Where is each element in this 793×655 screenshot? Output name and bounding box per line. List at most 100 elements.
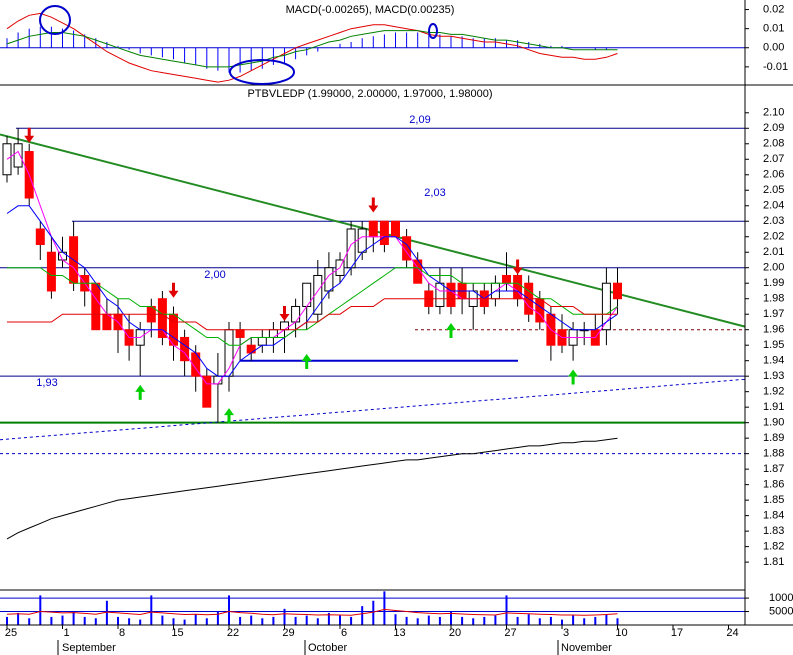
candle-body [402,236,412,261]
candle-body [257,336,267,346]
buy-arrow [568,369,579,385]
x-tick-label: 8 [119,627,125,639]
y-tick-label: 2.01 [763,246,784,258]
candle-body [235,329,245,338]
sell-arrow [368,197,379,213]
candle-body [446,282,456,307]
level-label: 2,09 [409,114,430,126]
month-label: November [561,642,612,654]
sell-arrow [168,282,179,298]
moving-average [7,267,618,346]
moving-average [6,205,618,377]
annotation-circle [428,23,438,39]
buy-arrow [301,353,312,369]
candle-body [291,305,301,323]
y-tick-label: 1.82 [763,541,784,553]
candle-body [502,274,511,284]
volume-average [6,608,618,616]
x-tick-label: 24 [726,627,738,639]
macd-line [6,30,618,68]
candle-body [13,143,23,168]
x-tick-label: 1 [63,627,69,639]
moving-average [6,437,618,540]
y-tick-label: 1.92 [763,386,784,398]
level-label: 1,93 [36,377,57,389]
buy-arrow [224,408,234,424]
candle-body [435,282,445,307]
candle-body [368,220,378,238]
sell-arrow [279,305,290,321]
moving-average [6,150,618,385]
x-tick-label: 6 [341,627,347,639]
candle-body [346,228,356,269]
y-tick-label: 1.97 [763,308,784,320]
candle-body [268,329,278,338]
month-label: October [308,642,347,654]
trend-line [0,378,746,441]
price-title: PTBVLEDP (1.99000, 2.00000, 1.97000, 1.9… [247,88,492,100]
plot-layer: 0.02 0.01 0.00 -0.01 2.10 2.09 2.08 2.07 2.06 2.0… [0,3,793,639]
y-tick-label: 1.99 [763,277,784,289]
candle-body [313,274,323,315]
macd-title: MACD(-0.00265), MACD(0.00235) [286,4,455,16]
y-tick-label: -0.01 [763,61,788,73]
y-tick-label: 0.02 [763,3,784,15]
candle-body [357,228,367,253]
annotation-circle [39,5,71,35]
y-tick-label: 1.94 [763,355,784,367]
y-tick-label: 0.00 [763,42,784,54]
y-tick-label: 2.00 [763,262,784,274]
sell-arrow [512,259,523,275]
y-tick-label: 1.90 [763,417,784,429]
candle-body [601,282,611,331]
y-tick-label: 2.10 [763,107,784,119]
y-tick-label: 1.85 [763,494,784,506]
y-tick-label: 2.07 [763,153,784,165]
month-label: September [62,642,116,654]
y-tick-label: 0.01 [763,23,784,35]
candle-body [613,282,622,300]
y-tick-label: 1.96 [763,324,784,336]
x-tick-label: 10 [615,627,627,639]
y-tick-label: 1.98 [763,293,784,305]
y-tick-label: 2.06 [763,169,784,181]
candle-body [46,251,56,292]
x-tick-label: 17 [671,627,683,639]
x-tick-label: 15 [171,627,183,639]
y-tick-label: 2.09 [763,122,784,134]
y-tick-label: 1.81 [763,556,784,568]
y-tick-label: 1.93 [763,370,784,382]
candle-body [379,220,389,245]
y-tick-label: 2.04 [763,200,784,212]
candle-body [202,375,212,408]
candle-body [35,228,45,245]
x-tick-label: 20 [449,627,461,639]
level-label: 2,03 [424,187,445,199]
y-tick-label: 1.95 [763,339,784,351]
annotation-circle [229,59,295,85]
buy-arrow [446,322,456,338]
y-tick-label: 1.89 [763,432,784,444]
y-tick-label: 1.87 [763,463,784,475]
x-tick-label: 25 [5,627,17,639]
y-tick-label: 1.91 [763,401,784,413]
candle-body [157,298,167,338]
candle-body [91,282,101,331]
candle-body [280,321,289,331]
x-tick-label: 27 [504,627,516,639]
x-tick-label: 29 [282,627,294,639]
y-tick-label: 5000 [769,605,793,617]
level-label: 2,00 [204,269,225,281]
candle-body [391,220,400,238]
y-tick-label: 1.88 [763,448,784,460]
moving-average [7,298,618,331]
y-tick-label: 2.03 [763,215,784,227]
x-tick-label: 13 [393,627,405,639]
candle-body [246,344,256,354]
x-tick-label: 3 [563,627,569,639]
y-tick-label: 2.02 [763,231,784,243]
candle-body [180,336,190,362]
